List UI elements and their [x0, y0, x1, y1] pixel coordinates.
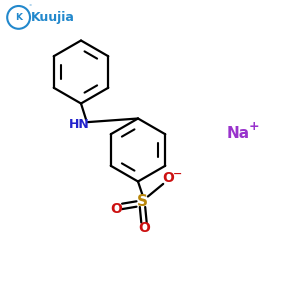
Text: HN: HN: [69, 118, 90, 131]
Text: °: °: [28, 5, 31, 10]
Text: O: O: [138, 221, 150, 235]
Text: −: −: [173, 169, 183, 179]
Text: +: +: [248, 120, 259, 133]
Text: O: O: [162, 172, 174, 185]
Text: S: S: [137, 194, 148, 208]
Text: Kuujia: Kuujia: [31, 11, 74, 24]
Text: K: K: [15, 13, 22, 22]
Text: O: O: [110, 202, 122, 216]
Text: Na: Na: [227, 126, 250, 141]
